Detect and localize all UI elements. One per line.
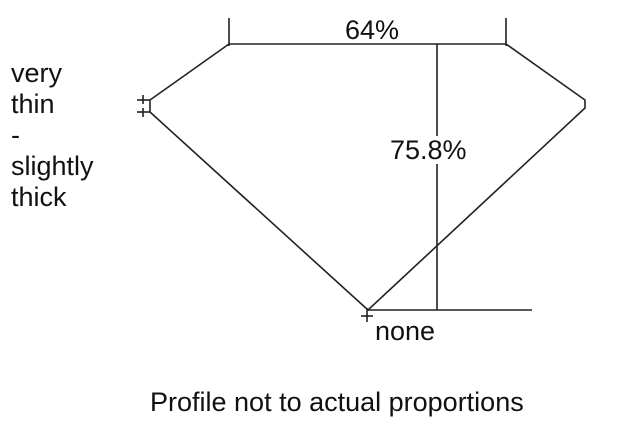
profile-outline [149, 43, 586, 312]
culet-label: none [375, 316, 436, 346]
girdle-line: thin [11, 89, 55, 119]
depth-percent-label: 75.8% [390, 135, 467, 165]
table-percent-label: 64% [345, 15, 400, 45]
girdle-label: very thin - slightly thick [11, 58, 94, 213]
girdle-line: - [11, 120, 20, 150]
girdle-line: thick [11, 182, 67, 212]
caption: Profile not to actual proportions [150, 387, 524, 417]
girdle-line: slightly [11, 151, 94, 181]
girdle-line: very [11, 58, 63, 88]
